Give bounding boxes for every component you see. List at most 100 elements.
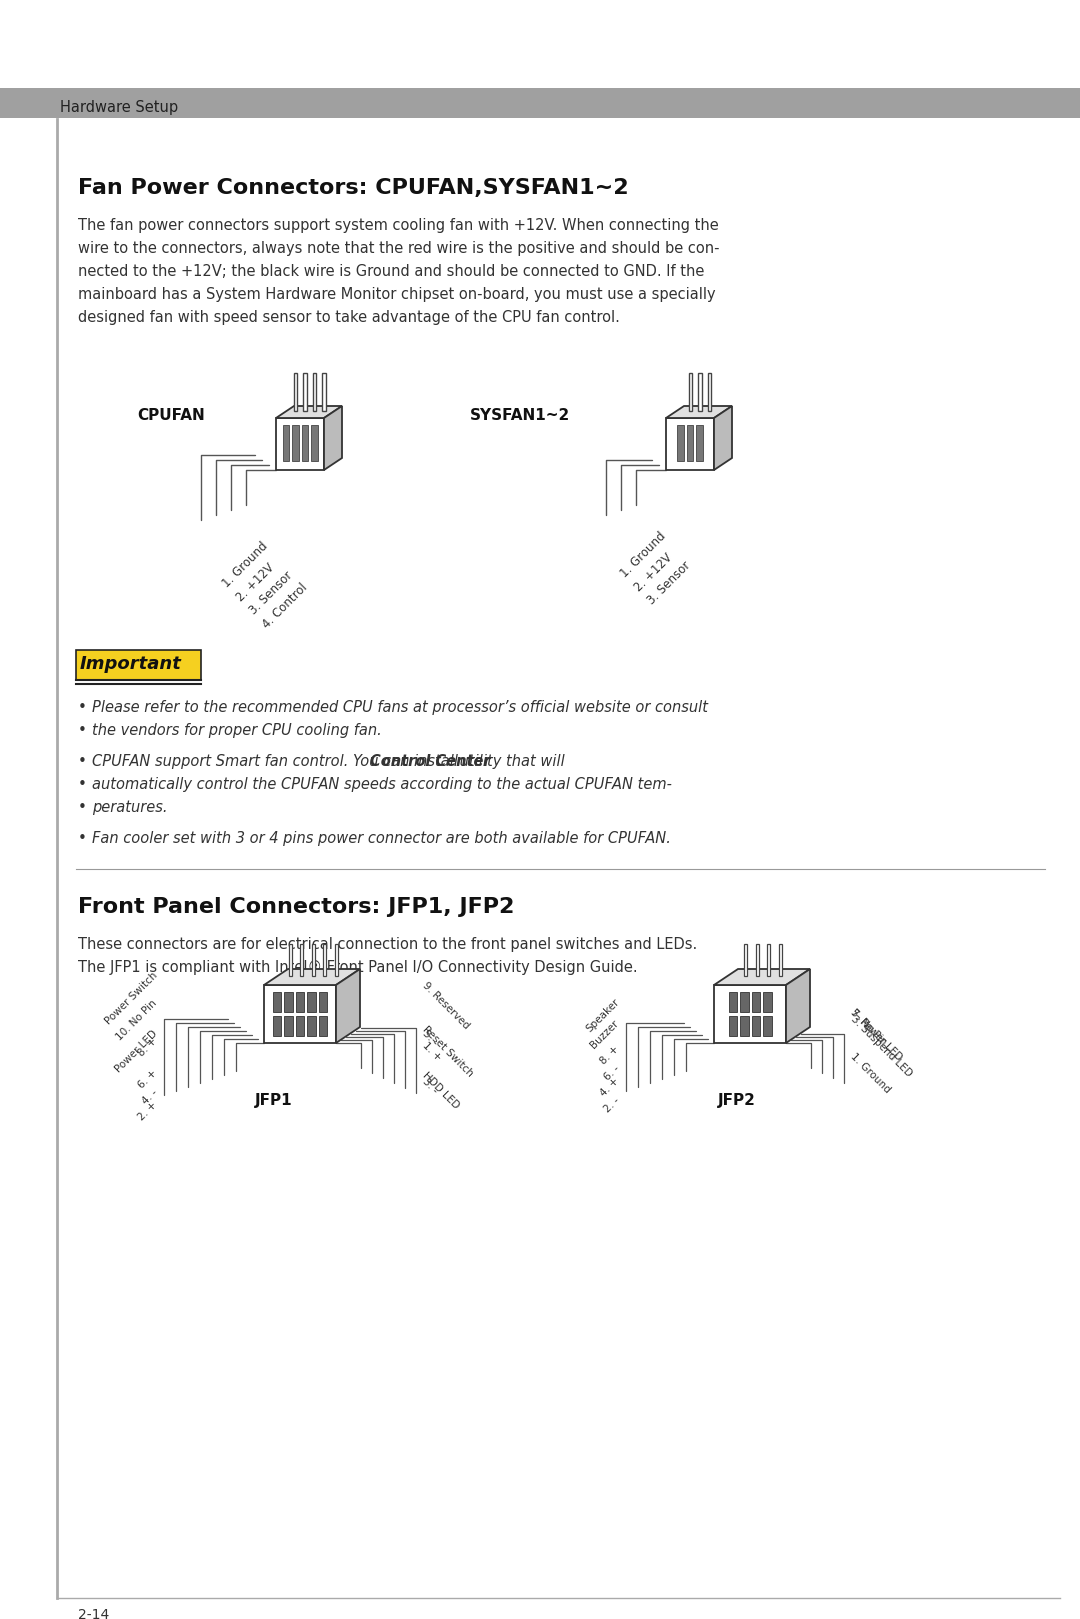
Polygon shape (729, 992, 737, 1012)
Polygon shape (296, 992, 305, 1012)
Polygon shape (283, 426, 289, 461)
Text: 4. +: 4. + (598, 1075, 621, 1098)
Polygon shape (666, 406, 732, 418)
Text: 5. -: 5. - (421, 1028, 440, 1047)
Polygon shape (319, 992, 327, 1012)
Text: wire to the connectors, always note that the red wire is the positive and should: wire to the connectors, always note that… (78, 241, 719, 256)
Polygon shape (273, 1017, 281, 1036)
Text: 3. Suspend LED: 3. Suspend LED (849, 1013, 914, 1078)
Polygon shape (762, 1017, 771, 1036)
Text: 6. -: 6. - (602, 1064, 621, 1081)
Polygon shape (689, 374, 692, 411)
Text: The JFP1 is compliant with Intel® Front Panel I/O Connectivity Design Guide.: The JFP1 is compliant with Intel® Front … (78, 960, 637, 975)
Polygon shape (335, 944, 338, 976)
Polygon shape (301, 426, 308, 461)
Polygon shape (786, 970, 810, 1043)
Polygon shape (303, 374, 307, 411)
Polygon shape (313, 374, 316, 411)
Text: designed fan with speed sensor to take advantage of the CPU fan control.: designed fan with speed sensor to take a… (78, 309, 620, 325)
Text: CPUFAN: CPUFAN (137, 408, 205, 423)
Polygon shape (756, 944, 759, 976)
Polygon shape (312, 944, 314, 976)
Polygon shape (311, 426, 318, 461)
Text: the vendors for proper CPU cooling fan.: the vendors for proper CPU cooling fan. (92, 724, 381, 738)
Text: •: • (78, 699, 86, 716)
Text: 7. No Pin: 7. No Pin (849, 1007, 889, 1047)
Text: Speaker: Speaker (584, 997, 621, 1035)
Text: Control Center: Control Center (369, 754, 490, 769)
Text: mainboard has a System Hardware Monitor chipset on-board, you must use a special: mainboard has a System Hardware Monitor … (78, 287, 716, 303)
Polygon shape (744, 944, 747, 976)
Text: Important: Important (80, 656, 181, 674)
Polygon shape (307, 992, 315, 1012)
Polygon shape (740, 992, 748, 1012)
Polygon shape (276, 418, 324, 470)
Polygon shape (264, 984, 336, 1043)
Text: The fan power connectors support system cooling fan with +12V. When connecting t: The fan power connectors support system … (78, 219, 719, 233)
Polygon shape (284, 1017, 293, 1036)
Polygon shape (336, 970, 360, 1043)
Text: 2-14: 2-14 (78, 1608, 109, 1619)
Text: •: • (78, 831, 86, 847)
Polygon shape (273, 992, 281, 1012)
Polygon shape (762, 992, 771, 1012)
Polygon shape (300, 944, 303, 976)
Text: JFP2: JFP2 (718, 1093, 756, 1107)
Polygon shape (319, 1017, 327, 1036)
Text: 1. Ground
2. +12V
3. Sensor: 1. Ground 2. +12V 3. Sensor (618, 529, 696, 607)
Polygon shape (779, 944, 782, 976)
Text: 2. +: 2. + (136, 1099, 159, 1122)
Text: 1. +: 1. + (421, 1041, 444, 1064)
Polygon shape (307, 1017, 315, 1036)
Text: •: • (78, 800, 86, 814)
Text: 8. +: 8. + (598, 1044, 621, 1065)
Polygon shape (697, 426, 703, 461)
Polygon shape (752, 1017, 760, 1036)
Text: HDD LED: HDD LED (421, 1070, 461, 1111)
Polygon shape (752, 992, 760, 1012)
Polygon shape (294, 374, 297, 411)
Polygon shape (292, 426, 298, 461)
Text: •: • (78, 777, 86, 792)
Polygon shape (288, 944, 292, 976)
Polygon shape (264, 970, 360, 984)
Polygon shape (324, 406, 342, 470)
Polygon shape (698, 374, 702, 411)
Text: 6. +: 6. + (136, 1067, 159, 1090)
Text: automatically control the CPUFAN speeds according to the actual CPUFAN tem-: automatically control the CPUFAN speeds … (92, 777, 672, 792)
Text: Please refer to the recommended CPU fans at processor’s official website or cons: Please refer to the recommended CPU fans… (92, 699, 708, 716)
Text: •: • (78, 754, 86, 769)
Polygon shape (707, 374, 711, 411)
Bar (0, 87, 1080, 118)
Polygon shape (296, 1017, 305, 1036)
Text: Fan cooler set with 3 or 4 pins power connector are both available for CPUFAN.: Fan cooler set with 3 or 4 pins power co… (92, 831, 671, 847)
Polygon shape (323, 374, 326, 411)
Text: •: • (78, 724, 86, 738)
Text: 4. -: 4. - (140, 1086, 159, 1106)
Text: Hardware Setup: Hardware Setup (60, 100, 178, 115)
Polygon shape (714, 970, 810, 984)
Text: 2. -: 2. - (602, 1094, 621, 1114)
Text: 3. -: 3. - (421, 1077, 440, 1094)
Bar (76, 649, 201, 680)
Text: 1. Ground: 1. Ground (849, 1051, 893, 1094)
Polygon shape (687, 426, 693, 461)
Polygon shape (714, 984, 786, 1043)
Text: Reset Switch: Reset Switch (421, 1025, 475, 1078)
Text: SYSFAN1~2: SYSFAN1~2 (470, 408, 570, 423)
Text: nected to the +12V; the black wire is Ground and should be connected to GND. If : nected to the +12V; the black wire is Gr… (78, 264, 704, 278)
Text: Fan Power Connectors: CPUFAN,SYSFAN1~2: Fan Power Connectors: CPUFAN,SYSFAN1~2 (78, 178, 629, 198)
Polygon shape (740, 1017, 748, 1036)
Polygon shape (677, 426, 684, 461)
Text: Power Switch: Power Switch (103, 970, 159, 1026)
Polygon shape (768, 944, 770, 976)
Polygon shape (323, 944, 326, 976)
Polygon shape (666, 418, 714, 470)
Polygon shape (714, 406, 732, 470)
Text: 10. No Pin: 10. No Pin (114, 997, 159, 1043)
Text: 1. Ground
2. +12V
3. Sensor
4. Control: 1. Ground 2. +12V 3. Sensor 4. Control (220, 541, 311, 631)
Text: CPUFAN support Smart fan control. You can install: CPUFAN support Smart fan control. You ca… (92, 754, 462, 769)
Polygon shape (284, 992, 293, 1012)
Text: Power LED: Power LED (113, 1028, 159, 1073)
Text: 8. +: 8. + (136, 1036, 159, 1057)
